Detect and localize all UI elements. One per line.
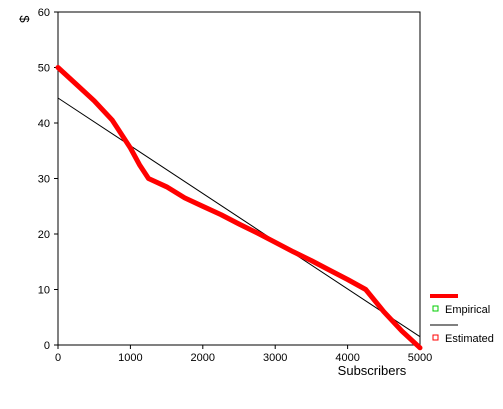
- legend-label-empirical: Empirical: [445, 304, 490, 316]
- y-tick-label: 50: [38, 63, 50, 75]
- axes: [57, 11, 421, 346]
- x-tick-label: 2000: [191, 352, 215, 364]
- x-tick-label: 3000: [263, 352, 287, 364]
- series-line-estimated: [57, 97, 421, 338]
- x-tick-label: 0: [55, 352, 61, 364]
- legend-marker-estimated: [432, 334, 439, 341]
- y-tick-label: 40: [38, 118, 50, 130]
- y-tick-label: 0: [44, 340, 50, 352]
- axis-ticks: 0 1000 2000 3000 4000 5000 0 10 20 30 40 50 60: [38, 7, 432, 364]
- y-tick-label: 20: [38, 229, 50, 241]
- x-tick-label: 1000: [118, 352, 142, 364]
- series-line-empirical: [55, 65, 423, 351]
- y-tick-label: 30: [38, 174, 50, 186]
- y-axis-title: $: [17, 15, 32, 23]
- y-tick-label: 10: [38, 285, 50, 297]
- x-tick-label: 5000: [408, 352, 432, 364]
- x-tick-label: 4000: [335, 352, 359, 364]
- legend-label-estimated: Estimated: [445, 333, 494, 345]
- y-tick-label: 60: [38, 7, 50, 19]
- legend-marker-empirical: [432, 305, 439, 312]
- plot-frame: [57, 11, 421, 346]
- legend: Empirical Estimated: [430, 294, 494, 345]
- x-axis-title: Subscribers: [338, 363, 407, 378]
- data-series: [55, 65, 423, 351]
